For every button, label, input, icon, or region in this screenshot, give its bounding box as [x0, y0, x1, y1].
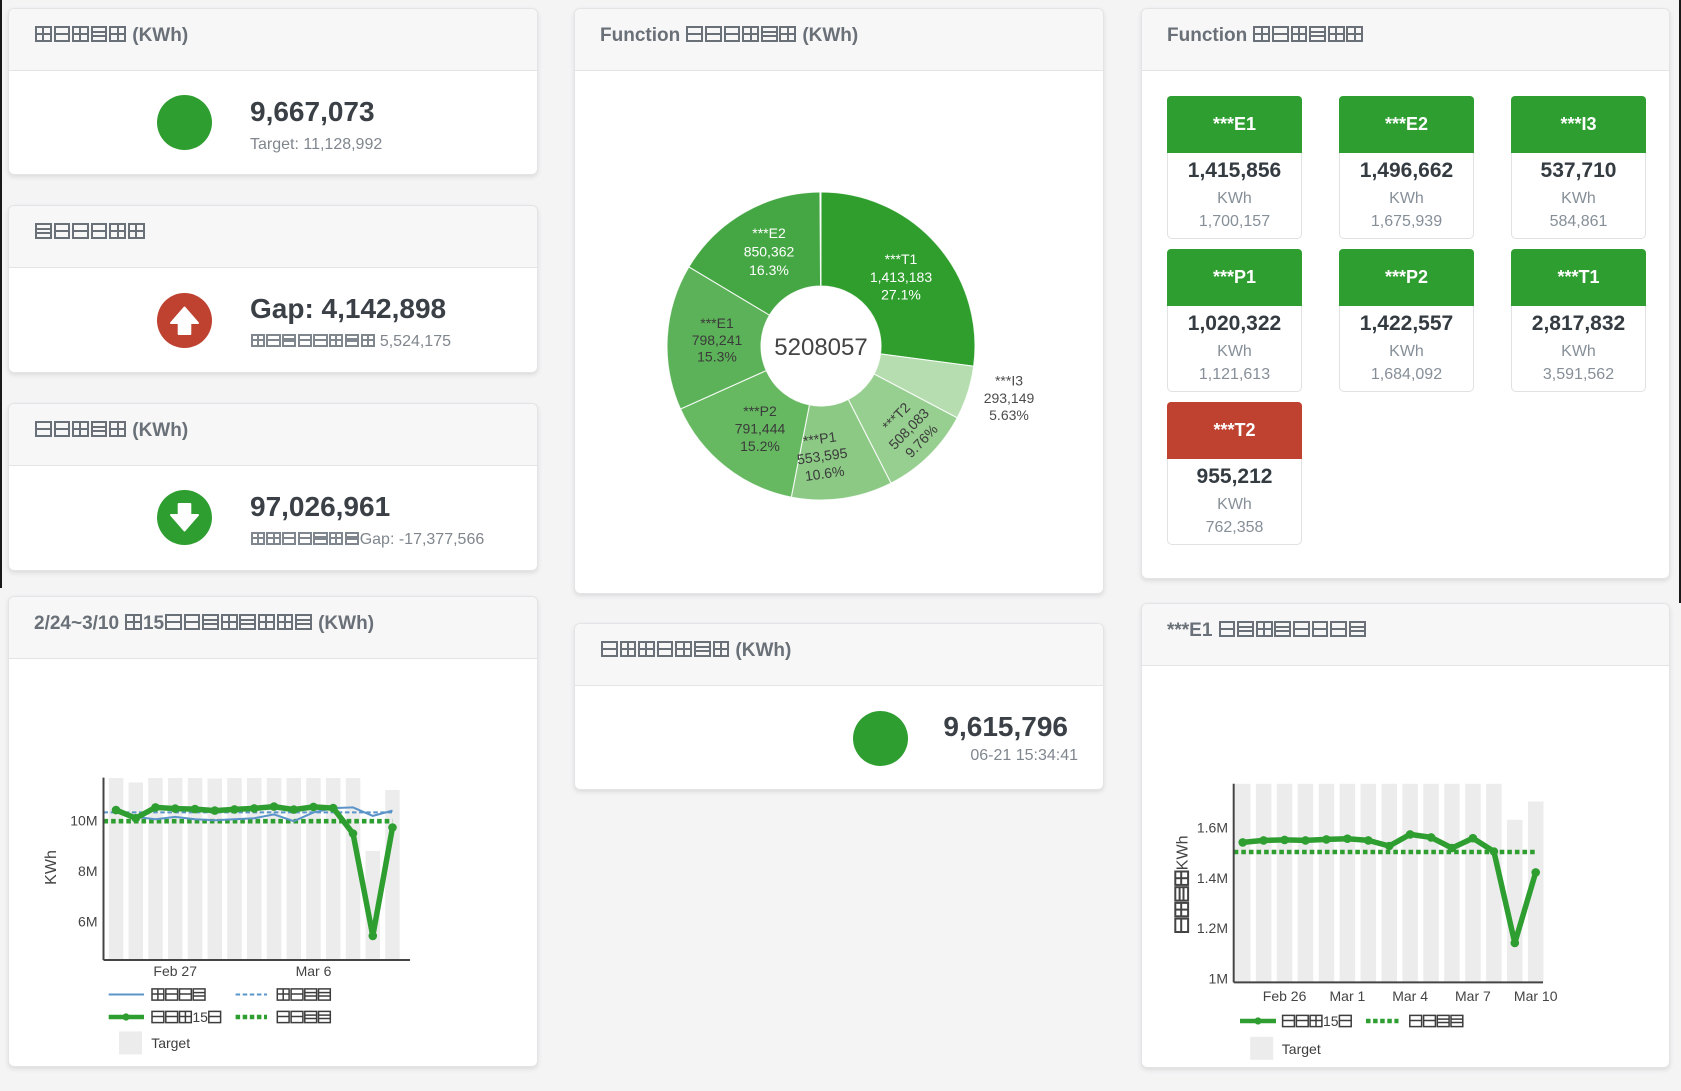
- svg-text:Mar 4: Mar 4: [1392, 988, 1428, 1004]
- svg-text:Target: Target: [151, 1035, 190, 1051]
- svg-text:***P2: ***P2: [743, 403, 777, 419]
- svg-text:15.3%: 15.3%: [697, 349, 737, 365]
- svg-text:850,362: 850,362: [744, 244, 795, 260]
- svg-text:***E1: ***E1: [700, 315, 734, 331]
- svg-text:791,444: 791,444: [735, 421, 786, 437]
- svg-text:KWh: KWh: [43, 850, 60, 885]
- svg-text:27.1%: 27.1%: [881, 287, 921, 303]
- svg-text:8M: 8M: [78, 863, 97, 879]
- svg-text:553,595: 553,595: [796, 445, 849, 468]
- svg-text:15.2%: 15.2%: [740, 438, 780, 454]
- svg-text:10.6%: 10.6%: [804, 463, 846, 484]
- svg-text:293,149: 293,149: [984, 390, 1035, 406]
- svg-text:1M: 1M: [1209, 971, 1228, 987]
- svg-text:6M: 6M: [78, 913, 97, 929]
- svg-text:1.6M: 1.6M: [1197, 820, 1228, 836]
- svg-text:Mar 1: Mar 1: [1330, 988, 1366, 1004]
- svg-text:Feb 27: Feb 27: [153, 963, 197, 979]
- svg-text:16.3%: 16.3%: [749, 262, 789, 278]
- svg-text:Mar 10: Mar 10: [1514, 988, 1558, 1004]
- svg-text:***T1: ***T1: [885, 251, 918, 267]
- svg-text:1,413,183: 1,413,183: [870, 269, 932, 285]
- svg-text:10M: 10M: [70, 813, 97, 829]
- svg-text:***E2: ***E2: [752, 225, 786, 241]
- svg-text:798,241: 798,241: [692, 332, 743, 348]
- svg-text:Target: Target: [1282, 1041, 1321, 1057]
- svg-text:5208057: 5208057: [774, 334, 867, 361]
- svg-text:1.4M: 1.4M: [1197, 870, 1228, 886]
- svg-text:15: 15: [1323, 1013, 1339, 1029]
- svg-text:15: 15: [192, 1009, 208, 1025]
- svg-text:Mar 6: Mar 6: [296, 963, 332, 979]
- svg-text:Feb 26: Feb 26: [1263, 988, 1307, 1004]
- svg-text:KWh: KWh: [1175, 836, 1192, 871]
- svg-text:5.63%: 5.63%: [989, 407, 1029, 423]
- svg-text:***I3: ***I3: [995, 373, 1023, 389]
- svg-text:1.2M: 1.2M: [1197, 920, 1228, 936]
- svg-text:Mar 7: Mar 7: [1455, 988, 1491, 1004]
- svg-text:***P1: ***P1: [802, 428, 838, 449]
